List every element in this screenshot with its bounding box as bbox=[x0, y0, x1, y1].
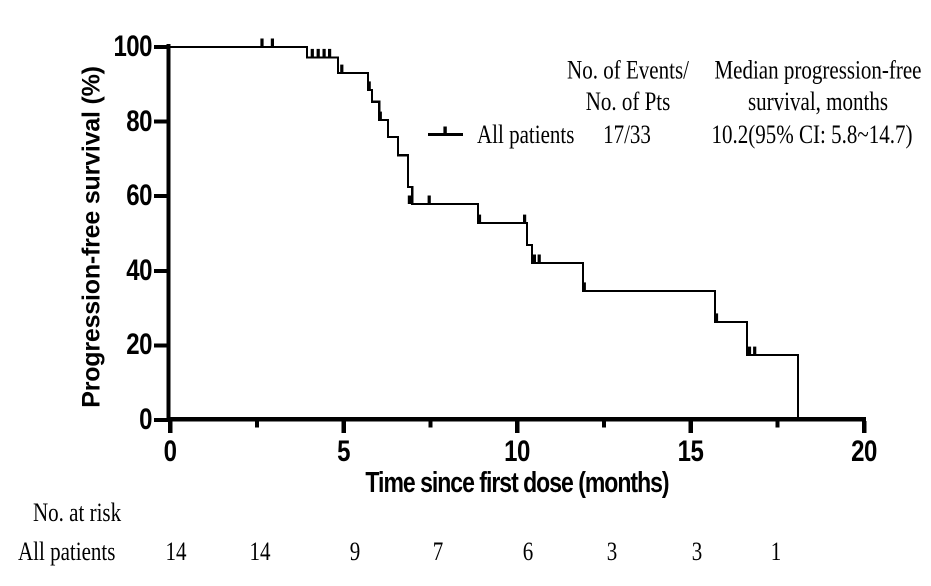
y-tick-label: 60 bbox=[126, 178, 152, 213]
median-column-header: Median progression-free survival, months bbox=[698, 55, 931, 118]
censor-tick bbox=[260, 38, 264, 47]
censor-tick bbox=[532, 254, 536, 263]
censor-tick bbox=[477, 214, 482, 224]
censor-tick bbox=[714, 313, 719, 322]
at-risk-value: 1 bbox=[770, 536, 782, 566]
censor-tick bbox=[367, 81, 371, 90]
censor-tick bbox=[537, 254, 541, 263]
censor-tick bbox=[753, 346, 757, 356]
censor-tick bbox=[316, 48, 320, 58]
y-tick-label: 40 bbox=[126, 253, 152, 288]
censor-tick bbox=[322, 48, 326, 58]
at-risk-value: 6 bbox=[522, 536, 534, 566]
at-risk-value: 14 bbox=[249, 536, 271, 566]
median-header-line2: survival, months bbox=[748, 86, 888, 116]
x-tick-label: 5 bbox=[337, 434, 350, 469]
x-tick-label: 10 bbox=[504, 434, 530, 469]
censor-tick bbox=[340, 64, 344, 74]
censor-tick bbox=[270, 38, 274, 47]
x-tick-label: 15 bbox=[677, 434, 704, 469]
at-risk-value: 3 bbox=[606, 536, 618, 566]
x-tick-label: 0 bbox=[163, 434, 177, 469]
at-risk-caption: No. at risk bbox=[33, 497, 122, 527]
censor-tick bbox=[747, 346, 752, 356]
at-risk-value: 3 bbox=[691, 536, 703, 566]
censor-tick bbox=[582, 282, 586, 291]
median-header-line1: Median progression-free bbox=[714, 54, 922, 85]
at-risk-value: 9 bbox=[349, 536, 361, 566]
censor-tick bbox=[407, 195, 411, 204]
legend-median-value: 10.2(95% CI: 5.8~14.7) bbox=[711, 119, 913, 149]
events-column-header: No. of Events/ No. of Pts bbox=[518, 55, 738, 118]
y-tick-label: 100 bbox=[113, 29, 152, 64]
x-tick-label: 20 bbox=[851, 434, 877, 469]
y-tick-label: 80 bbox=[126, 104, 152, 138]
survival-curve bbox=[170, 45, 800, 420]
x-axis-title: Time since first dose (months) bbox=[365, 465, 669, 499]
legend-key-censor-tick bbox=[443, 126, 447, 135]
at-risk-value: 14 bbox=[165, 536, 187, 566]
legend-series-label: All patients bbox=[477, 119, 575, 149]
censor-tick bbox=[523, 214, 527, 224]
at-risk-row-label: All patients bbox=[18, 536, 116, 566]
censor-tick bbox=[427, 195, 431, 204]
events-header-line1: No. of Events/ bbox=[567, 54, 689, 85]
censor-tick bbox=[378, 111, 382, 121]
censor-tick bbox=[310, 48, 314, 58]
at-risk-value: 7 bbox=[432, 536, 444, 566]
y-tick-label: 0 bbox=[139, 402, 152, 437]
events-header-line2: No. of Pts bbox=[585, 86, 671, 116]
legend-events-value: 17/33 bbox=[603, 119, 651, 149]
censor-tick bbox=[328, 48, 332, 58]
y-tick-label: 20 bbox=[126, 327, 152, 362]
